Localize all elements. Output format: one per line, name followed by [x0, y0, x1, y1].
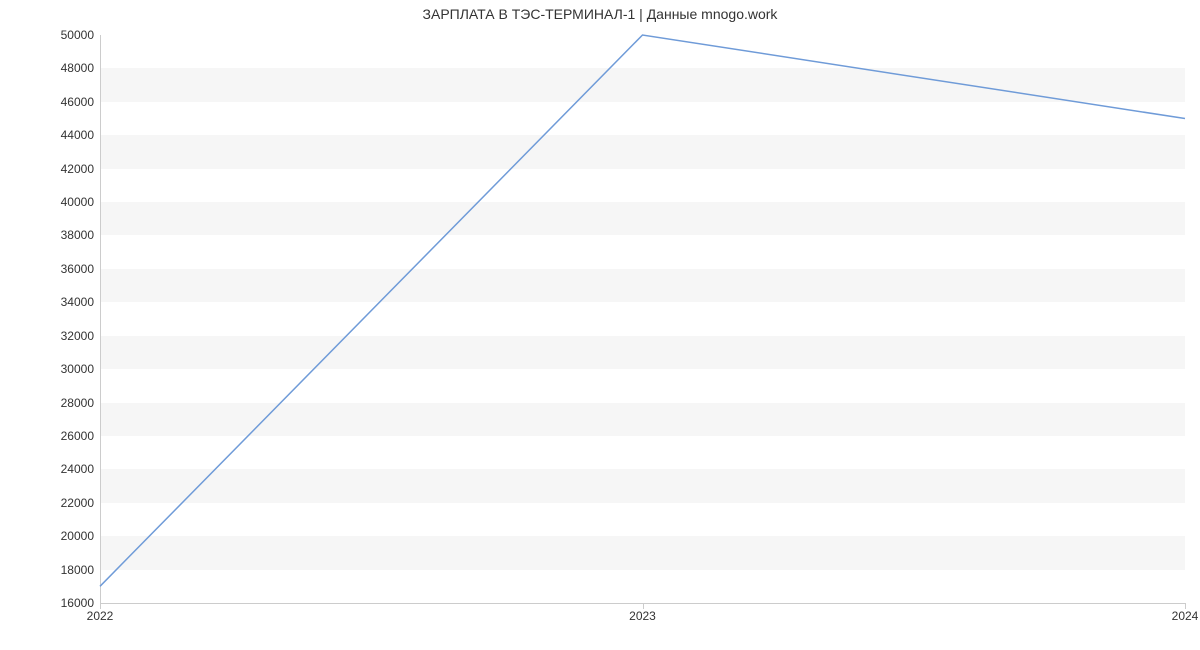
- x-tick-label: 2024: [1172, 609, 1199, 623]
- x-axis-line: [100, 603, 1185, 604]
- salary-line-chart: ЗАРПЛАТА В ТЭС-ТЕРМИНАЛ-1 | Данные mnogo…: [0, 0, 1200, 650]
- y-tick-label: 42000: [61, 162, 94, 176]
- series-layer: [100, 35, 1185, 603]
- x-tick-label: 2023: [629, 609, 656, 623]
- y-tick-label: 22000: [61, 496, 94, 510]
- y-tick-label: 40000: [61, 195, 94, 209]
- y-tick-label: 30000: [61, 362, 94, 376]
- y-tick-label: 28000: [61, 396, 94, 410]
- y-tick-label: 16000: [61, 596, 94, 610]
- y-tick-label: 26000: [61, 429, 94, 443]
- y-tick-label: 32000: [61, 329, 94, 343]
- y-tick-label: 38000: [61, 228, 94, 242]
- y-tick-label: 46000: [61, 95, 94, 109]
- y-tick-label: 50000: [61, 28, 94, 42]
- series-salary: [100, 35, 1185, 586]
- x-tick-mark: [1185, 603, 1186, 609]
- y-tick-label: 34000: [61, 295, 94, 309]
- y-tick-label: 44000: [61, 128, 94, 142]
- y-tick-label: 36000: [61, 262, 94, 276]
- y-tick-label: 24000: [61, 462, 94, 476]
- chart-title: ЗАРПЛАТА В ТЭС-ТЕРМИНАЛ-1 | Данные mnogo…: [0, 6, 1200, 22]
- y-tick-label: 20000: [61, 529, 94, 543]
- plot-area: 1600018000200002200024000260002800030000…: [100, 35, 1185, 603]
- y-tick-label: 18000: [61, 563, 94, 577]
- y-tick-label: 48000: [61, 61, 94, 75]
- x-tick-label: 2022: [87, 609, 114, 623]
